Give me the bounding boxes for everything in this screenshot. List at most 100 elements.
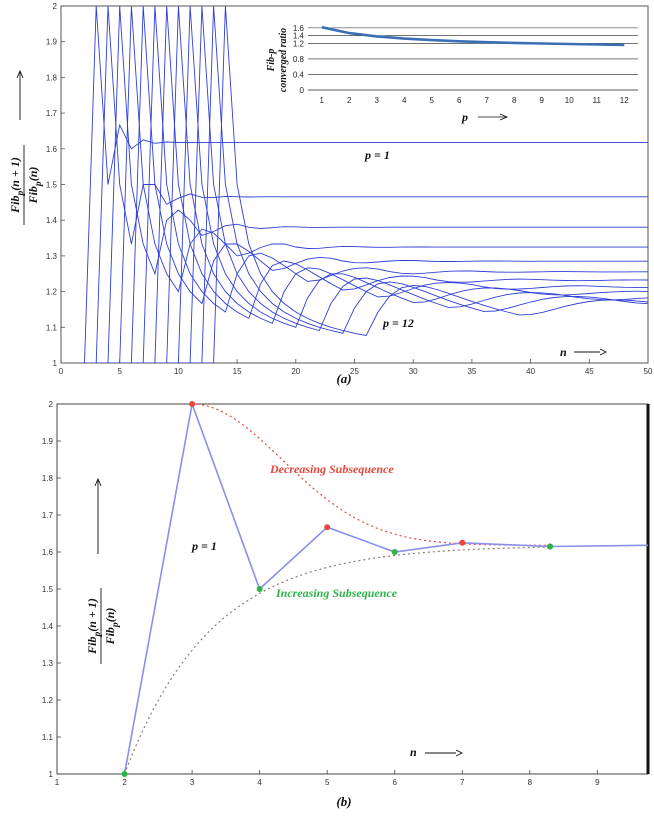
x-axis-label-b: n (410, 745, 417, 759)
series-line-p8 (84, 6, 648, 363)
y-tick-label-b: 1.9 (42, 437, 54, 446)
y-tick-label-b: 1.6 (42, 548, 54, 557)
y-tick-label-a: 1.2 (46, 288, 58, 297)
y-tick-label-b: 1.8 (42, 474, 54, 483)
x-axis-label-a: n (560, 345, 567, 359)
decreasing-point (189, 401, 196, 407)
annotation-p1: p = 1 (364, 148, 390, 162)
inset-x-tick-label: 12 (620, 96, 629, 105)
y-tick-label-b: 1.1 (42, 733, 54, 742)
decreasing-point (324, 524, 331, 531)
increasing-point (547, 543, 554, 550)
series-line-p2 (84, 6, 648, 363)
plot-frame-b (56, 403, 649, 775)
inset-x-tick-label: 5 (430, 96, 435, 105)
y-tick-label-a: 1.4 (46, 216, 58, 225)
x-tick-label-a: 45 (585, 367, 594, 376)
increasing-envelope-curve (123, 546, 551, 775)
series-group-a (84, 6, 648, 363)
inset-y-tick-label: 1.6 (293, 24, 305, 33)
increasing-point (256, 586, 263, 592)
annotation-p1-b: p = 1 (191, 539, 217, 553)
inset-x-tick-label: 8 (512, 96, 517, 105)
increasing-subsequence-label: Increasing Subsequence (275, 586, 398, 600)
x-tick-label-a: 40 (526, 367, 535, 376)
inset-x-tick-label: 6 (457, 96, 462, 105)
caption-a: (a) (336, 371, 351, 386)
y-tick-label-b: 1 (49, 770, 54, 779)
y-label-denominator-a: Fibp(n) (26, 167, 44, 205)
inset-y-label-line1: Fib-p (266, 49, 277, 73)
series-line-p11 (84, 6, 648, 363)
x-tick-label-b: 5 (325, 778, 330, 787)
x-tick-label-b: 3 (190, 778, 195, 787)
y-axis-label-a: Fibp(n + 1)Fibp(n) (8, 145, 44, 225)
inset-x-tick-label: 10 (565, 96, 574, 105)
inset-background (246, 14, 644, 124)
x-tick-label-a: 10 (174, 367, 183, 376)
inset-series-line (321, 25, 625, 47)
inset-y-tick-label: 0.4 (293, 70, 305, 79)
x-tick-label-a: 30 (409, 367, 418, 376)
y-tick-label-a: 1.6 (46, 145, 58, 154)
increasing-point (391, 549, 398, 555)
y-tick-label-b: 1.3 (42, 659, 54, 668)
y-arrow-head-a (16, 69, 24, 79)
x-tick-label-a: 5 (117, 367, 122, 376)
series-line-p6 (84, 6, 648, 363)
y-tick-label-a: 1.7 (46, 109, 58, 118)
series-line-p1 (84, 6, 648, 363)
x-tick-label-b: 2 (122, 778, 127, 787)
y-label-numerator-b: Fibp(n + 1) (85, 598, 103, 655)
x-tick-label-a: 50 (644, 367, 653, 376)
y-tick-label-a: 2 (53, 2, 58, 11)
inset-x-tick-label: 9 (540, 96, 545, 105)
y-tick-label-a: 1.5 (46, 181, 58, 190)
y-tick-label-b: 2 (49, 400, 54, 409)
decreasing-point (459, 539, 466, 546)
x-arrow-head-a (599, 348, 608, 356)
x-tick-label-b: 9 (595, 778, 600, 787)
x-tick-label-a: 15 (233, 367, 242, 376)
x-tick-label-b: 4 (257, 778, 262, 787)
inset-y-tick-label: 1.4 (293, 32, 305, 41)
chart-a: 0 5 10 15 20 25 30 35 40 45 5011.11.21.31.41.51.61… (8, 2, 653, 386)
increasing-point (121, 771, 128, 777)
inset-y-axis-label: Fib-p converged ratio (266, 28, 289, 92)
inset-x-tick-label: 4 (402, 96, 407, 105)
x-tick-label-a: 35 (467, 367, 476, 376)
y-arrow-head-b (94, 477, 102, 487)
y-tick-label-b: 1.7 (42, 511, 54, 520)
inset-y-tick-label: 0 (300, 86, 305, 95)
inset-x-tick-label: 2 (347, 96, 352, 105)
decreasing-envelope-curve (192, 403, 551, 546)
x-tick-label-a: 20 (291, 367, 300, 376)
inset-x-tick-label: 11 (593, 96, 602, 105)
series-line-p4 (84, 6, 648, 363)
x-tick-label-b: 8 (528, 778, 533, 787)
x-tick-label-b: 1 (55, 778, 60, 787)
y-tick-label-a: 1.1 (46, 323, 58, 332)
decreasing-subsequence-label: Decreasing Subsequence (269, 462, 394, 476)
ratio-series-line (123, 400, 649, 775)
inset-y-label-line2: converged ratio (278, 28, 289, 92)
inset-x-axis-label: p (461, 110, 468, 124)
x-tick-label-b: 6 (392, 778, 397, 787)
series-line-p12 (84, 6, 648, 363)
y-label-denominator-b: Fibp(n) (103, 608, 121, 646)
caption-b: (b) (336, 794, 351, 809)
y-tick-label-b: 1.4 (42, 622, 54, 631)
inset-x-arrow-head (499, 113, 509, 121)
inset-x-tick-label: 1 (320, 96, 325, 105)
inset-x-tick-label: 3 (375, 96, 380, 105)
series-line-p5 (84, 6, 648, 363)
y-tick-label-a: 1.3 (46, 252, 58, 261)
series-line-p3 (84, 6, 648, 363)
chart-b: 1 2 3 4 5 6 7 8 9 1 1.1 1.2 1.3 1.4 1.5 1.6 1.7 1.8 1.9 2 De… (42, 400, 650, 809)
x-arrow-head-b (455, 749, 464, 757)
x-tick-label-a: 0 (59, 367, 64, 376)
inset-y-tick-label: 0.8 (293, 55, 305, 64)
inset-y-tick-label: 1.2 (293, 39, 305, 48)
y-tick-label-a: 1.8 (46, 73, 58, 82)
series-line-p10 (84, 6, 648, 363)
